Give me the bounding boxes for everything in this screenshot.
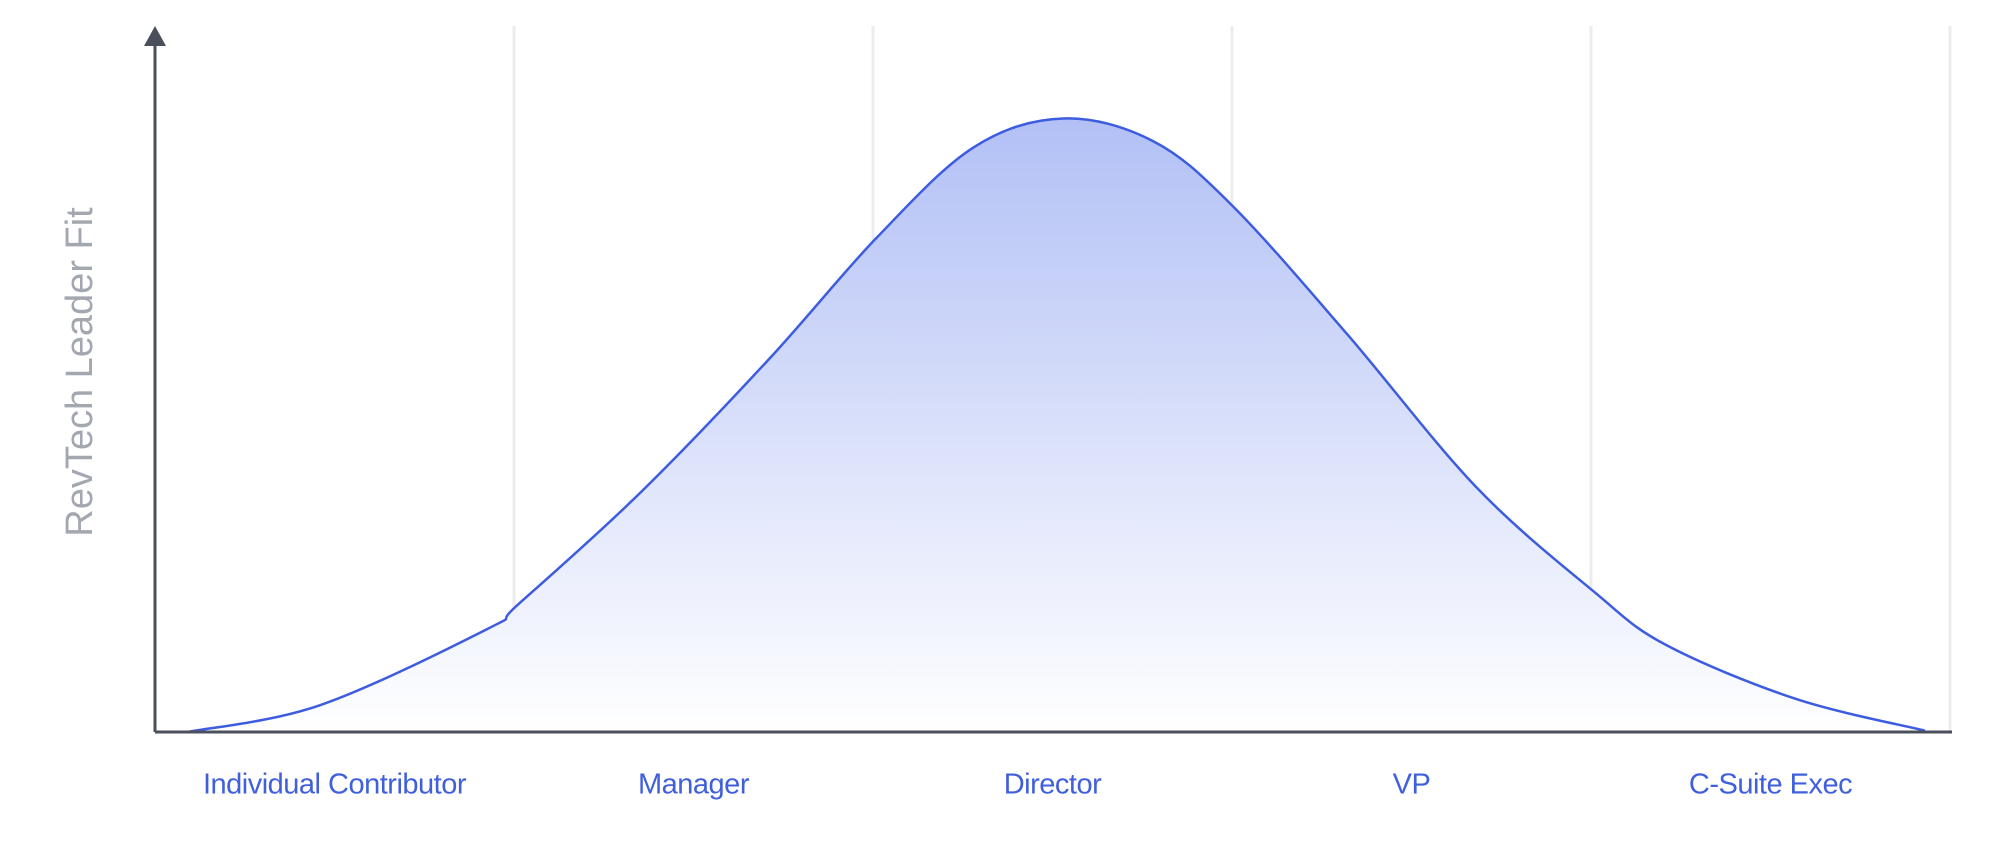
x-tick-label: Individual Contributor (203, 769, 467, 801)
x-tick-label: VP (1393, 769, 1431, 801)
x-tick-label: Director (1004, 769, 1102, 801)
x-tick-label: Manager (638, 769, 750, 801)
area-layer (187, 117, 1926, 734)
curve-line (187, 117, 1926, 734)
y-axis-label: RevTech Leader Fit (59, 207, 101, 537)
x-tick-label: C-Suite Exec (1689, 769, 1852, 801)
area-fill (187, 118, 1925, 732)
y-axis-arrow (144, 26, 166, 46)
